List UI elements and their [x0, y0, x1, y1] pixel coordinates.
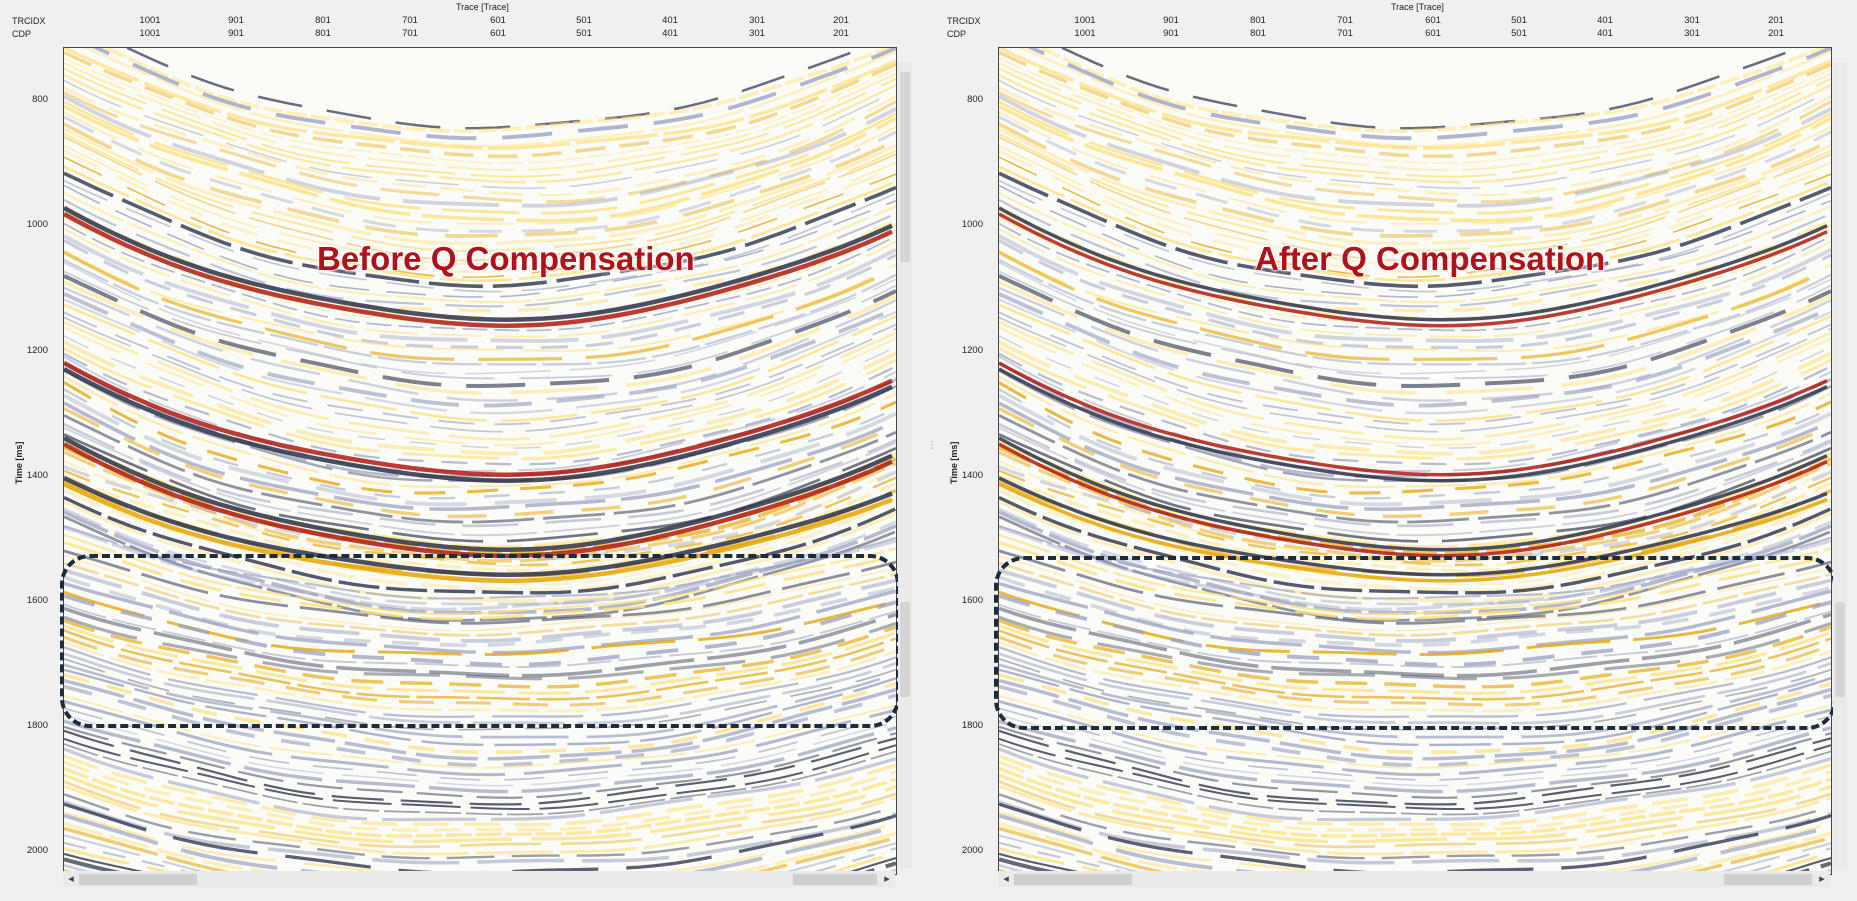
- x-tick-trcidx: 601: [1425, 15, 1441, 26]
- x-tick-cdp: 1001: [139, 28, 161, 39]
- x-tick-trcidx: 801: [315, 15, 331, 26]
- seismic-panel-after: Trace [Trace] TRCIDX CDP 1001 1001 901 901 8…: [935, 0, 1850, 901]
- horizontal-scroll-thumb-right[interactable]: [1724, 874, 1812, 885]
- scroll-right-icon[interactable]: ▸: [1819, 873, 1825, 885]
- vertical-scroll-thumb[interactable]: [900, 72, 910, 262]
- seismic-section[interactable]: [998, 47, 1832, 875]
- header-cdp-label: CDP: [947, 29, 967, 39]
- y-axis-title: Time [ms]: [14, 441, 24, 484]
- y-axis-title: Time [ms]: [949, 441, 959, 484]
- seismic-image: [999, 48, 1831, 874]
- horizontal-scrollbar[interactable]: ◂ ▸: [63, 871, 895, 887]
- x-tick-trcidx: 401: [1597, 15, 1613, 26]
- y-tick: 1200: [26, 345, 48, 356]
- x-tick-trcidx: 1001: [139, 15, 161, 26]
- splitter-grip-icon[interactable]: ⋮: [927, 440, 937, 451]
- x-tick-trcidx: 701: [402, 15, 418, 26]
- x-axis-title: Trace [Trace]: [456, 2, 509, 12]
- x-tick-trcidx: 301: [1684, 15, 1700, 26]
- x-tick-cdp: 301: [749, 28, 765, 39]
- header-cdp-label: CDP: [12, 29, 32, 39]
- y-tick: 1800: [26, 720, 48, 731]
- x-tick-cdp: 701: [402, 28, 418, 39]
- region-of-interest-box: [994, 556, 1837, 730]
- x-tick-cdp: 301: [1684, 28, 1700, 39]
- x-tick-cdp: 1001: [1074, 28, 1096, 39]
- region-of-interest-box: [60, 554, 900, 728]
- y-tick: 2000: [961, 845, 983, 856]
- horizontal-scrollbar[interactable]: ◂ ▸: [998, 871, 1830, 887]
- x-tick-cdp: 901: [1163, 28, 1179, 39]
- y-tick: 2000: [26, 845, 48, 856]
- x-tick-cdp: 201: [833, 28, 849, 39]
- horizontal-scroll-thumb-right[interactable]: [793, 874, 877, 885]
- y-tick: 1600: [961, 595, 983, 606]
- vertical-scrollbar[interactable]: [1833, 62, 1847, 868]
- scroll-right-icon[interactable]: ▸: [884, 873, 890, 885]
- x-tick-trcidx: 501: [1511, 15, 1527, 26]
- x-tick-trcidx: 701: [1337, 15, 1353, 26]
- x-tick-trcidx: 901: [1163, 15, 1179, 26]
- x-tick-trcidx: 501: [576, 15, 592, 26]
- panel-title: Before Q Compensation: [317, 240, 695, 277]
- x-tick-cdp: 601: [490, 28, 506, 39]
- vertical-scrollbar[interactable]: [898, 62, 912, 868]
- x-tick-cdp: 501: [576, 28, 592, 39]
- y-tick: 1000: [26, 219, 48, 230]
- y-tick: 1800: [961, 720, 983, 731]
- x-tick-trcidx: 801: [1250, 15, 1266, 26]
- x-tick-trcidx: 401: [662, 15, 678, 26]
- scroll-left-icon[interactable]: ◂: [68, 873, 74, 885]
- header-trcidx-label: TRCIDX: [12, 16, 46, 26]
- x-tick-trcidx: 201: [1768, 15, 1784, 26]
- scroll-left-icon[interactable]: ◂: [1003, 873, 1009, 885]
- y-tick: 1000: [961, 219, 983, 230]
- x-tick-cdp: 801: [315, 28, 331, 39]
- x-tick-cdp: 601: [1425, 28, 1441, 39]
- x-tick-trcidx: 1001: [1074, 15, 1096, 26]
- x-tick-cdp: 401: [1597, 28, 1613, 39]
- x-tick-trcidx: 901: [228, 15, 244, 26]
- panel-title: After Q Compensation: [1255, 240, 1606, 277]
- horizontal-scroll-thumb[interactable]: [1014, 874, 1132, 885]
- header-trcidx-label: TRCIDX: [947, 16, 981, 26]
- x-tick-cdp: 501: [1511, 28, 1527, 39]
- x-tick-trcidx: 301: [749, 15, 765, 26]
- x-tick-cdp: 901: [228, 28, 244, 39]
- y-tick: 1400: [26, 470, 48, 481]
- x-tick-cdp: 701: [1337, 28, 1353, 39]
- y-tick: 1600: [26, 595, 48, 606]
- vertical-scroll-thumb[interactable]: [1835, 602, 1845, 697]
- seismic-image: [64, 48, 896, 874]
- horizontal-scroll-thumb[interactable]: [79, 874, 197, 885]
- x-tick-cdp: 201: [1768, 28, 1784, 39]
- y-tick: 1200: [961, 345, 983, 356]
- y-tick: 800: [32, 94, 48, 105]
- x-tick-trcidx: 201: [833, 15, 849, 26]
- x-axis-title: Trace [Trace]: [1391, 2, 1444, 12]
- y-tick: 800: [967, 94, 983, 105]
- y-tick: 1400: [961, 470, 983, 481]
- seismic-panel-before: Trace [Trace] TRCIDX CDP 1001 1001 901 901 8…: [0, 0, 915, 901]
- x-tick-cdp: 401: [662, 28, 678, 39]
- seismic-section[interactable]: [63, 47, 897, 875]
- vertical-scroll-thumb-lower[interactable]: [900, 602, 910, 697]
- x-tick-cdp: 801: [1250, 28, 1266, 39]
- x-tick-trcidx: 601: [490, 15, 506, 26]
